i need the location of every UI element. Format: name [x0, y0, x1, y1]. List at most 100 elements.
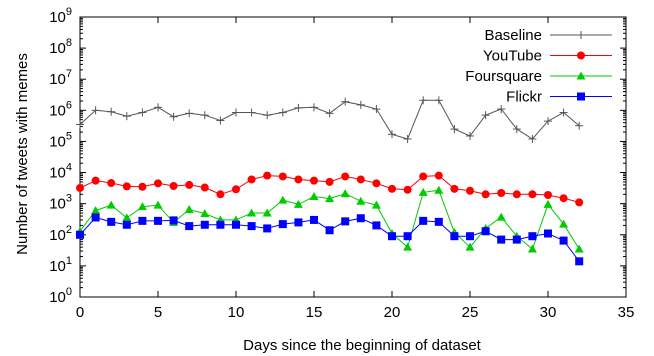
youtube-point [450, 184, 459, 193]
foursquare-point [434, 185, 444, 194]
youtube-point [481, 190, 490, 199]
y-axis-title: Number of tweets with memes [14, 53, 31, 255]
foursquare-point [91, 206, 101, 215]
flickr-point [200, 220, 209, 229]
flickr-point [91, 213, 100, 222]
flickr-point [356, 214, 365, 223]
youtube-point [138, 182, 147, 191]
foursquare-point [122, 213, 132, 222]
flickr-point [154, 216, 162, 225]
y-tick-label: 106 [49, 99, 72, 119]
flickr-point [216, 220, 225, 229]
youtube-point [91, 176, 100, 185]
foursquare-point [418, 187, 428, 196]
youtube-point [341, 172, 350, 181]
legend-marker-baseline [577, 31, 585, 39]
y-tick-exponent: 4 [66, 162, 72, 174]
youtube-point [263, 171, 272, 180]
flickr-point [122, 220, 131, 229]
baseline-point [325, 109, 334, 118]
youtube-point [466, 186, 474, 195]
y-tick-exponent: 3 [66, 193, 72, 205]
foursquare-point [356, 196, 366, 205]
youtube-point [403, 185, 412, 194]
y-tick-label: 108 [49, 37, 72, 57]
x-tick-label: 15 [306, 304, 323, 321]
flickr-point [559, 236, 568, 245]
y-tick-exponent: 1 [66, 255, 72, 267]
plot-border [79, 16, 627, 298]
youtube-point [325, 177, 334, 186]
youtube-point [497, 189, 506, 198]
x-tick-label: 5 [154, 304, 162, 321]
y-tick-base: 10 [49, 196, 66, 213]
foursquare-point [137, 202, 147, 211]
y-tick-base: 10 [49, 133, 66, 150]
x-axis-title: Days since the beginning of dataset [243, 337, 481, 354]
youtube-point [200, 183, 209, 192]
legend-label-foursquare: Foursquare [465, 68, 542, 85]
baseline-point [263, 111, 272, 120]
y-tick-base: 10 [49, 9, 66, 26]
baseline-point [419, 96, 428, 105]
foursquare-point [247, 208, 257, 217]
baseline-point [294, 103, 303, 112]
series-flickr [76, 213, 584, 266]
flickr-point [185, 222, 194, 231]
baseline-point [544, 117, 552, 126]
flickr-point [325, 226, 334, 235]
youtube-point [544, 190, 552, 199]
youtube-point [169, 181, 178, 190]
legend-label-baseline: Baseline [484, 27, 542, 44]
y-tick-label: 103 [49, 193, 72, 213]
legend-marker-foursquare [576, 71, 586, 80]
foursquare-point [153, 200, 163, 209]
baseline-point [76, 120, 84, 129]
baseline-point [91, 106, 100, 115]
x-tick-label: 0 [76, 304, 84, 321]
youtube-point [185, 180, 194, 189]
foursquare-point [371, 200, 381, 209]
flickr-point [512, 235, 521, 244]
foursquare-point [309, 191, 319, 200]
foursquare-point [527, 244, 537, 253]
series-youtube [76, 171, 584, 207]
x-tick-label: 30 [540, 304, 557, 321]
y-tick-exponent: 2 [66, 224, 72, 236]
baseline-point [512, 125, 521, 134]
baseline-point [200, 111, 209, 120]
baseline-line [79, 99, 580, 140]
y-tick-label: 107 [49, 68, 72, 88]
baseline-point [356, 100, 365, 109]
youtube-point [232, 185, 240, 194]
baseline-point [278, 108, 287, 117]
y-tick-base: 10 [49, 71, 66, 88]
youtube-point [372, 179, 381, 188]
foursquare-point [496, 212, 506, 221]
baseline-point [247, 108, 256, 117]
y-tick-label: 104 [49, 162, 72, 182]
flickr-point [466, 232, 474, 241]
youtube-point [356, 175, 365, 184]
y-tick-base: 10 [49, 227, 66, 244]
y-tick-base: 10 [49, 165, 66, 182]
foursquare-point [340, 189, 350, 198]
y-tick-exponent: 8 [66, 37, 72, 49]
legend-marker-youtube [577, 51, 585, 60]
flickr-point [310, 215, 318, 224]
y-tick-exponent: 9 [66, 6, 72, 18]
foursquare-point [106, 200, 116, 209]
flickr-point [169, 216, 178, 225]
foursquare-point [325, 194, 335, 203]
legend-marker-flickr [577, 92, 585, 101]
baseline-point [466, 131, 474, 140]
series-foursquare [75, 185, 584, 253]
youtube-point [294, 175, 303, 184]
y-tick-base: 10 [49, 40, 66, 57]
y-tick-label: 109 [49, 6, 72, 26]
flickr-point [419, 216, 428, 225]
youtube-point [278, 172, 287, 181]
x-tick-label: 20 [384, 304, 401, 321]
baseline-point [434, 96, 443, 105]
baseline-point [450, 125, 459, 134]
